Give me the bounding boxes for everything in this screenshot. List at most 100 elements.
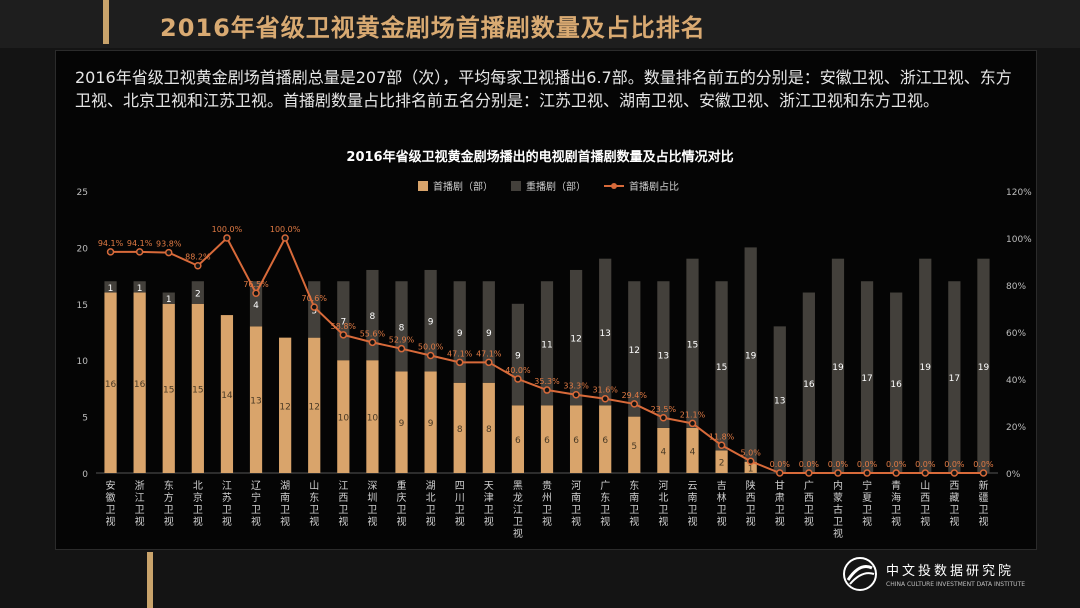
rerun-bar-label: 12 — [629, 346, 640, 356]
category-tick-label: 天津卫视 — [484, 481, 494, 528]
rerun-bar — [366, 269, 379, 361]
premiere-bar-label: 6 — [544, 436, 550, 446]
rerun-bar — [104, 281, 117, 293]
rerun-bar — [890, 292, 903, 473]
ratio-point — [339, 331, 348, 339]
ratio-data-label: 5.0% — [741, 448, 762, 457]
rerun-bar — [482, 281, 495, 383]
ratio-data-label: 70.6% — [302, 294, 328, 303]
rerun-bar — [191, 281, 204, 304]
ratio-point — [950, 469, 959, 477]
ratio-data-label: 0.0% — [828, 460, 849, 469]
rerun-bar-label: 9 — [486, 329, 492, 339]
rerun-bar-label: 13 — [658, 352, 669, 362]
premiere-bar-label: 6 — [602, 436, 608, 446]
ratio-point — [834, 469, 842, 477]
ratio-data-label: 58.8% — [331, 322, 357, 331]
rerun-bar-label: 19 — [832, 363, 844, 373]
ratio-point — [194, 261, 202, 270]
summary-text: 2016年省级卫视黄金剧场首播剧总量是207部（次），平均每家卫视播出6.7部。… — [75, 68, 1012, 110]
y-left-tick-label: 5 — [82, 414, 88, 424]
premiere-bar-label: 4 — [661, 447, 667, 457]
rerun-bar — [831, 258, 845, 473]
rerun-bar — [424, 269, 437, 372]
ratio-point — [979, 469, 988, 477]
y-right-tick-label: 60% — [1006, 329, 1026, 339]
premiere-bar — [366, 360, 379, 473]
rerun-bar-label: 13 — [599, 329, 610, 339]
rerun-bar-label: 8 — [399, 323, 405, 333]
ratio-point — [630, 400, 639, 408]
legend-swatch-premiere — [418, 180, 428, 191]
rerun-bar-label: 1 — [137, 284, 143, 294]
ratio-data-label: 50.0% — [418, 343, 444, 352]
premiere-bar — [308, 337, 321, 473]
premiere-bar-label: 5 — [631, 442, 637, 452]
ratio-point — [572, 390, 580, 399]
category-tick-label: 四川卫视 — [455, 481, 465, 528]
premiere-bar — [686, 427, 699, 473]
premiere-bar-label: 14 — [221, 391, 233, 401]
rerun-bar-label: 1 — [166, 295, 172, 305]
ratio-point — [543, 386, 551, 394]
category-tick-label: 吉林卫视 — [717, 480, 727, 528]
page-title: 2016年省级卫视黄金剧场首播剧数量及占比排名 — [160, 14, 706, 42]
accent-line-top — [103, 0, 109, 44]
ratio-point — [397, 344, 406, 353]
rerun-bar — [773, 326, 786, 473]
ratio-data-label: 94.1% — [98, 239, 124, 248]
rerun-bar-label: 19 — [745, 352, 757, 362]
premiere-bar — [482, 382, 495, 473]
category-tick-label: 山东卫视 — [309, 480, 319, 528]
premiere-bar-label: 15 — [192, 385, 203, 395]
ratio-data-label: 0.0% — [857, 460, 878, 469]
premiere-bar-label: 10 — [338, 414, 350, 424]
ratio-data-label: 35.3% — [534, 377, 560, 386]
ratio-data-label: 100.0% — [212, 225, 243, 234]
accent-line-bottom — [147, 552, 153, 608]
premiere-bar — [569, 405, 583, 473]
ratio-data-label: 94.1% — [127, 239, 153, 248]
premiere-bar-label: 9 — [399, 419, 405, 429]
rerun-bar-label: 2 — [195, 290, 201, 300]
y-right-tick-label: 40% — [1006, 376, 1026, 386]
rerun-bar-label: 9 — [515, 352, 521, 362]
ratio-data-label: 0.0% — [770, 460, 791, 469]
premiere-bar — [249, 326, 263, 473]
rerun-bar-label: 1 — [108, 284, 114, 294]
ratio-point — [601, 394, 609, 403]
premiere-bar — [599, 405, 612, 473]
rerun-bar — [453, 281, 466, 383]
premiere-bar — [104, 292, 117, 473]
rerun-bar — [948, 281, 961, 473]
rerun-bar — [977, 258, 990, 473]
ratio-data-label: 47.1% — [476, 349, 502, 358]
legend-item-rerun: 重播剧（部） — [511, 178, 586, 193]
ratio-data-label: 33.3% — [563, 382, 589, 391]
premiere-bar-label: 1 — [748, 464, 754, 474]
ratio-point — [426, 351, 435, 360]
premiere-bar — [162, 303, 175, 473]
logo: 中文投数据研究院 CHINA CULTURE INVESTMENT DATA I… — [842, 556, 1025, 592]
ratio-data-label: 88.2% — [185, 253, 211, 262]
premiere-bar-label: 8 — [486, 425, 492, 435]
rerun-bar-label: 17 — [861, 374, 872, 384]
ratio-point — [717, 441, 726, 450]
header-bar — [0, 0, 1080, 48]
rerun-bar-label: 19 — [920, 363, 932, 373]
category-tick-label: 湖南卫视 — [280, 480, 290, 528]
rerun-bar — [569, 269, 583, 406]
premiere-bar — [191, 303, 204, 473]
rerun-bar-label: 19 — [978, 363, 990, 373]
premiere-bar — [628, 416, 641, 473]
ratio-data-label: 47.1% — [447, 349, 473, 358]
y-left-tick-label: 10 — [77, 357, 89, 367]
rerun-bar — [599, 258, 612, 406]
ratio-point — [223, 234, 231, 242]
y-right-tick-label: 120% — [1006, 188, 1032, 198]
premiere-bar-label: 2 — [719, 459, 725, 469]
rerun-bar-label: 9 — [457, 329, 463, 339]
ratio-data-label: 0.0% — [886, 460, 907, 469]
ratio-point — [164, 248, 173, 257]
category-tick-label: 内蒙古卫视 — [833, 479, 843, 540]
